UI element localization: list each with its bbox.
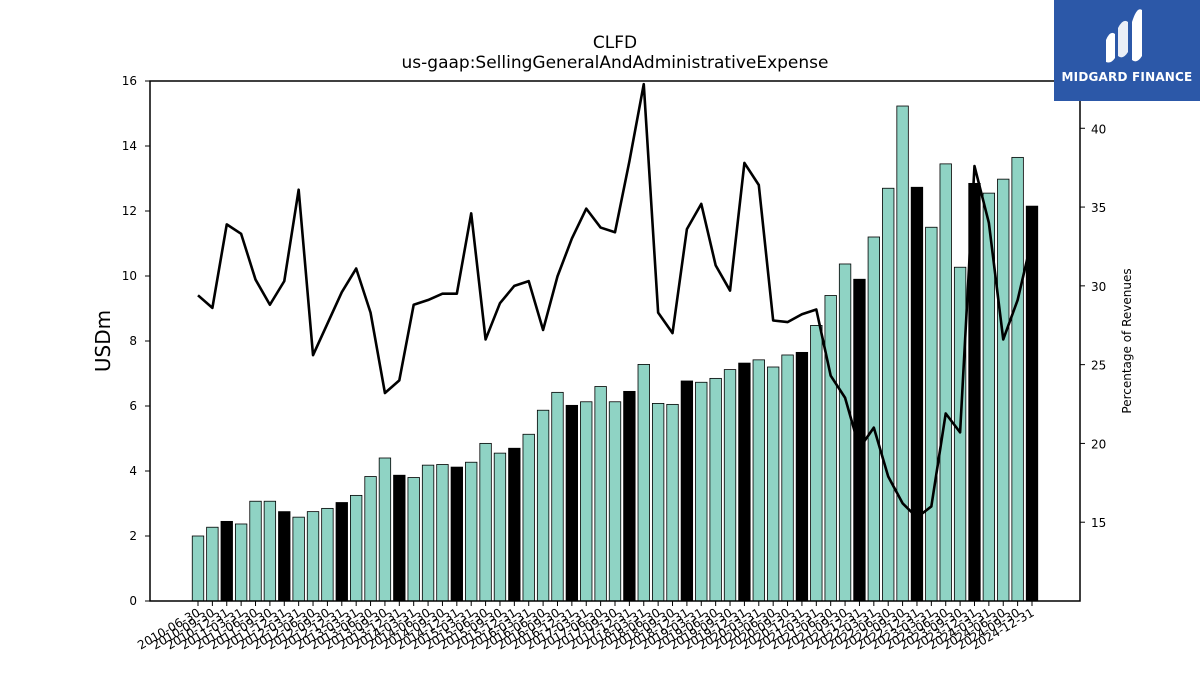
bar	[910, 186, 924, 602]
bar	[249, 500, 262, 602]
y-tick-label: 10	[122, 269, 137, 283]
y-axis-right: 15 20 25 30 35 40	[1080, 122, 1106, 530]
bar	[867, 236, 880, 602]
bar	[450, 466, 463, 602]
bar	[522, 433, 535, 602]
bar	[436, 464, 449, 602]
bar	[278, 511, 291, 602]
bar	[306, 511, 320, 602]
bar	[508, 447, 521, 602]
y-tick-label: 0	[129, 594, 137, 608]
bar	[292, 516, 305, 602]
bar	[666, 403, 679, 602]
bar	[580, 401, 593, 602]
bar	[1025, 205, 1039, 602]
y2-tick-label: 35	[1091, 201, 1106, 215]
y2-tick-label: 30	[1091, 280, 1106, 294]
bar	[191, 535, 205, 602]
y-tick-label: 2	[129, 529, 137, 543]
bar	[651, 402, 665, 602]
y-tick-label: 16	[122, 74, 137, 88]
bar	[263, 500, 277, 602]
bar	[997, 178, 1010, 602]
bar	[795, 351, 809, 602]
bar	[1011, 156, 1024, 602]
bar	[824, 295, 837, 602]
y2-tick-label: 20	[1091, 437, 1106, 451]
bar	[838, 263, 852, 602]
bar	[551, 391, 564, 602]
bar	[882, 187, 895, 602]
bar	[479, 442, 492, 602]
bar	[623, 390, 636, 602]
bar	[364, 476, 377, 602]
bar	[536, 409, 550, 602]
bar	[709, 377, 722, 602]
bar	[378, 457, 392, 602]
bar	[234, 523, 248, 602]
bar	[723, 369, 737, 602]
bar	[608, 401, 622, 602]
bar	[752, 359, 765, 602]
y-tick-label: 4	[129, 464, 137, 478]
y2-tick-label: 40	[1091, 122, 1106, 136]
bar	[465, 461, 478, 602]
bar	[350, 494, 363, 602]
bar	[738, 362, 751, 602]
brand-logo: MIDGARD FINANCE	[1054, 0, 1200, 101]
bar	[206, 526, 219, 602]
bar	[220, 520, 233, 602]
y2-tick-label: 25	[1091, 359, 1106, 373]
y-tick-label: 8	[129, 334, 137, 348]
bar	[767, 366, 780, 602]
bar	[421, 464, 435, 602]
bar	[393, 474, 406, 602]
bar	[680, 380, 694, 602]
chart-title: CLFD	[593, 33, 637, 53]
bar	[594, 386, 607, 602]
series-line	[197, 82, 1034, 519]
bar	[896, 105, 909, 602]
y-tick-label: 12	[122, 204, 137, 218]
bar-series	[191, 105, 1039, 602]
bar	[565, 404, 579, 602]
bar	[781, 354, 794, 602]
y-axis-left: 0 2 4 6 8 10 12 14 16	[122, 74, 150, 608]
bar	[637, 363, 650, 602]
bar	[953, 266, 967, 602]
bar	[493, 452, 507, 602]
y-axis-label: USDm	[91, 310, 115, 372]
x-axis: 2010-06-302010-09-302010-12-312011-03-31…	[135, 601, 1037, 652]
bar	[407, 477, 420, 602]
brand-name: MIDGARD FINANCE	[1061, 70, 1193, 84]
bar	[321, 507, 334, 602]
bar	[853, 278, 866, 602]
bar	[925, 226, 938, 602]
bar	[335, 502, 348, 602]
bar	[695, 381, 708, 602]
logo-mark-icon	[1106, 9, 1142, 63]
y2-tick-label: 15	[1091, 516, 1106, 530]
line-series	[197, 82, 1034, 519]
y2-axis-label: Percentage of Revenues	[1120, 268, 1134, 413]
chart-subtitle: us-gaap:SellingGeneralAndAdministrativeE…	[402, 53, 829, 73]
y-tick-label: 6	[129, 399, 137, 413]
bar	[810, 324, 823, 602]
bar	[939, 163, 952, 602]
y-tick-label: 14	[122, 139, 137, 153]
